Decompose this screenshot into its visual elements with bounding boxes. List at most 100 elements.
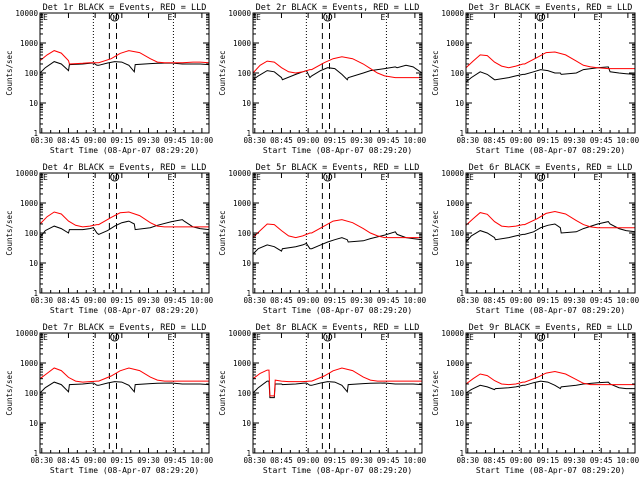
y-tick-label: 1 — [33, 449, 38, 458]
y-tick-label: 10000 — [15, 169, 38, 178]
events-series-line — [465, 380, 635, 394]
saa-marker: E — [168, 333, 173, 342]
x-axis-label: Start Time (08-Apr-07 08:29:20) — [476, 146, 625, 155]
marker-label: N — [113, 334, 117, 342]
x-tick-label: 08:30 — [30, 456, 53, 465]
lld-series-line — [252, 367, 422, 397]
y-axis-label: Counts/sec — [5, 50, 14, 95]
x-tick-label: 09:15 — [111, 456, 134, 465]
x-tick-label: 08:30 — [243, 136, 266, 145]
y-tick-label: 1000 — [20, 359, 39, 368]
events-series-line — [465, 66, 636, 83]
x-tick-label: 10:00 — [404, 456, 427, 465]
lld-series-line — [39, 211, 209, 228]
plot-frame — [465, 332, 636, 454]
lld-series-line — [465, 210, 635, 229]
x-tick-label: 08:45 — [270, 296, 293, 305]
x-tick-label: 08:30 — [456, 296, 479, 305]
y-axis-label: Counts/sec — [5, 370, 14, 415]
x-tick-label: 09:45 — [590, 136, 613, 145]
y-axis-label: Counts/sec — [431, 50, 440, 95]
x-tick-label: 09:30 — [563, 136, 586, 145]
y-tick-label: 1 — [459, 449, 464, 458]
x-axis-label: Start Time (08-Apr-07 08:29:20) — [263, 146, 412, 155]
plot-title: Det 2r BLACK = Events, RED = LLD — [256, 3, 420, 13]
saa-marker: E — [256, 13, 261, 22]
x-axis-label: Start Time (08-Apr-07 08:29:20) — [50, 146, 199, 155]
y-tick-label: 10000 — [441, 169, 464, 178]
y-tick-label: 10 — [29, 99, 39, 108]
lld-series-line — [39, 367, 209, 383]
x-tick-label: 09:45 — [590, 456, 613, 465]
y-tick-label: 10 — [242, 259, 252, 268]
marker-label: D — [539, 14, 543, 22]
y-tick-label: 10000 — [441, 9, 464, 18]
plot-title: Det 1r BLACK = Events, RED = LLD — [43, 3, 207, 13]
plot-frame — [252, 12, 423, 134]
saa-marker: E — [168, 13, 173, 22]
y-tick-label: 1 — [33, 129, 38, 138]
events-series-line — [252, 380, 423, 399]
x-tick-label: 09:00 — [510, 456, 533, 465]
lld-series-line — [252, 219, 422, 239]
events-series-line — [465, 221, 636, 243]
x-tick-label: 08:45 — [483, 456, 506, 465]
x-axis-label: Start Time (08-Apr-07 08:29:20) — [476, 466, 625, 475]
x-tick-label: 08:30 — [30, 296, 53, 305]
plot-frame — [465, 12, 636, 134]
x-tick-label: 10:00 — [404, 136, 427, 145]
lld-series-line — [252, 56, 422, 79]
x-tick-label: 09:00 — [510, 136, 533, 145]
y-tick-label: 10000 — [15, 329, 38, 338]
y-axis-label: Counts/sec — [431, 370, 440, 415]
y-axis-label: Counts/sec — [5, 210, 14, 255]
x-tick-label: 09:30 — [137, 136, 160, 145]
y-tick-label: 100 — [237, 229, 251, 238]
x-tick-label: 09:45 — [377, 136, 400, 145]
x-axis-label: Start Time (08-Apr-07 08:29:20) — [476, 306, 625, 315]
saa-marker: E — [594, 173, 599, 182]
y-tick-label: 10 — [455, 259, 465, 268]
plot-frame — [465, 172, 636, 294]
x-tick-label: 08:45 — [483, 136, 506, 145]
plot-title: Det 8r BLACK = Events, RED = LLD — [256, 323, 420, 333]
y-tick-label: 100 — [237, 389, 251, 398]
x-tick-label: 08:30 — [30, 136, 53, 145]
x-tick-label: 09:15 — [111, 136, 134, 145]
plot-title: Det 7r BLACK = Events, RED = LLD — [43, 323, 207, 333]
x-tick-label: 09:30 — [350, 456, 373, 465]
x-tick-label: 09:45 — [377, 456, 400, 465]
y-tick-label: 10000 — [228, 9, 251, 18]
y-tick-label: 100 — [450, 389, 464, 398]
y-axis-label: Counts/sec — [218, 210, 227, 255]
lld-series-line — [465, 51, 635, 70]
y-tick-label: 10 — [242, 419, 252, 428]
saa-marker: E — [469, 333, 474, 342]
marker-label: N — [326, 174, 330, 182]
y-tick-label: 100 — [24, 389, 38, 398]
saa-marker: E — [469, 13, 474, 22]
y-tick-label: 1000 — [233, 199, 252, 208]
x-tick-label: 08:45 — [270, 136, 293, 145]
x-tick-label: 09:30 — [350, 136, 373, 145]
y-tick-label: 10 — [455, 99, 465, 108]
x-axis-label: Start Time (08-Apr-07 08:29:20) — [50, 306, 199, 315]
plot-frame — [39, 12, 210, 134]
saa-marker: E — [381, 13, 386, 22]
x-tick-label: 09:15 — [537, 296, 560, 305]
plot-frame — [39, 172, 210, 294]
marker-label: D — [539, 174, 543, 182]
events-series-line — [39, 381, 210, 394]
events-series-line — [39, 61, 210, 74]
saa-marker: E — [43, 333, 48, 342]
y-tick-label: 100 — [450, 229, 464, 238]
y-tick-label: 1000 — [233, 359, 252, 368]
y-tick-label: 10000 — [228, 329, 251, 338]
x-tick-label: 10:00 — [617, 296, 640, 305]
